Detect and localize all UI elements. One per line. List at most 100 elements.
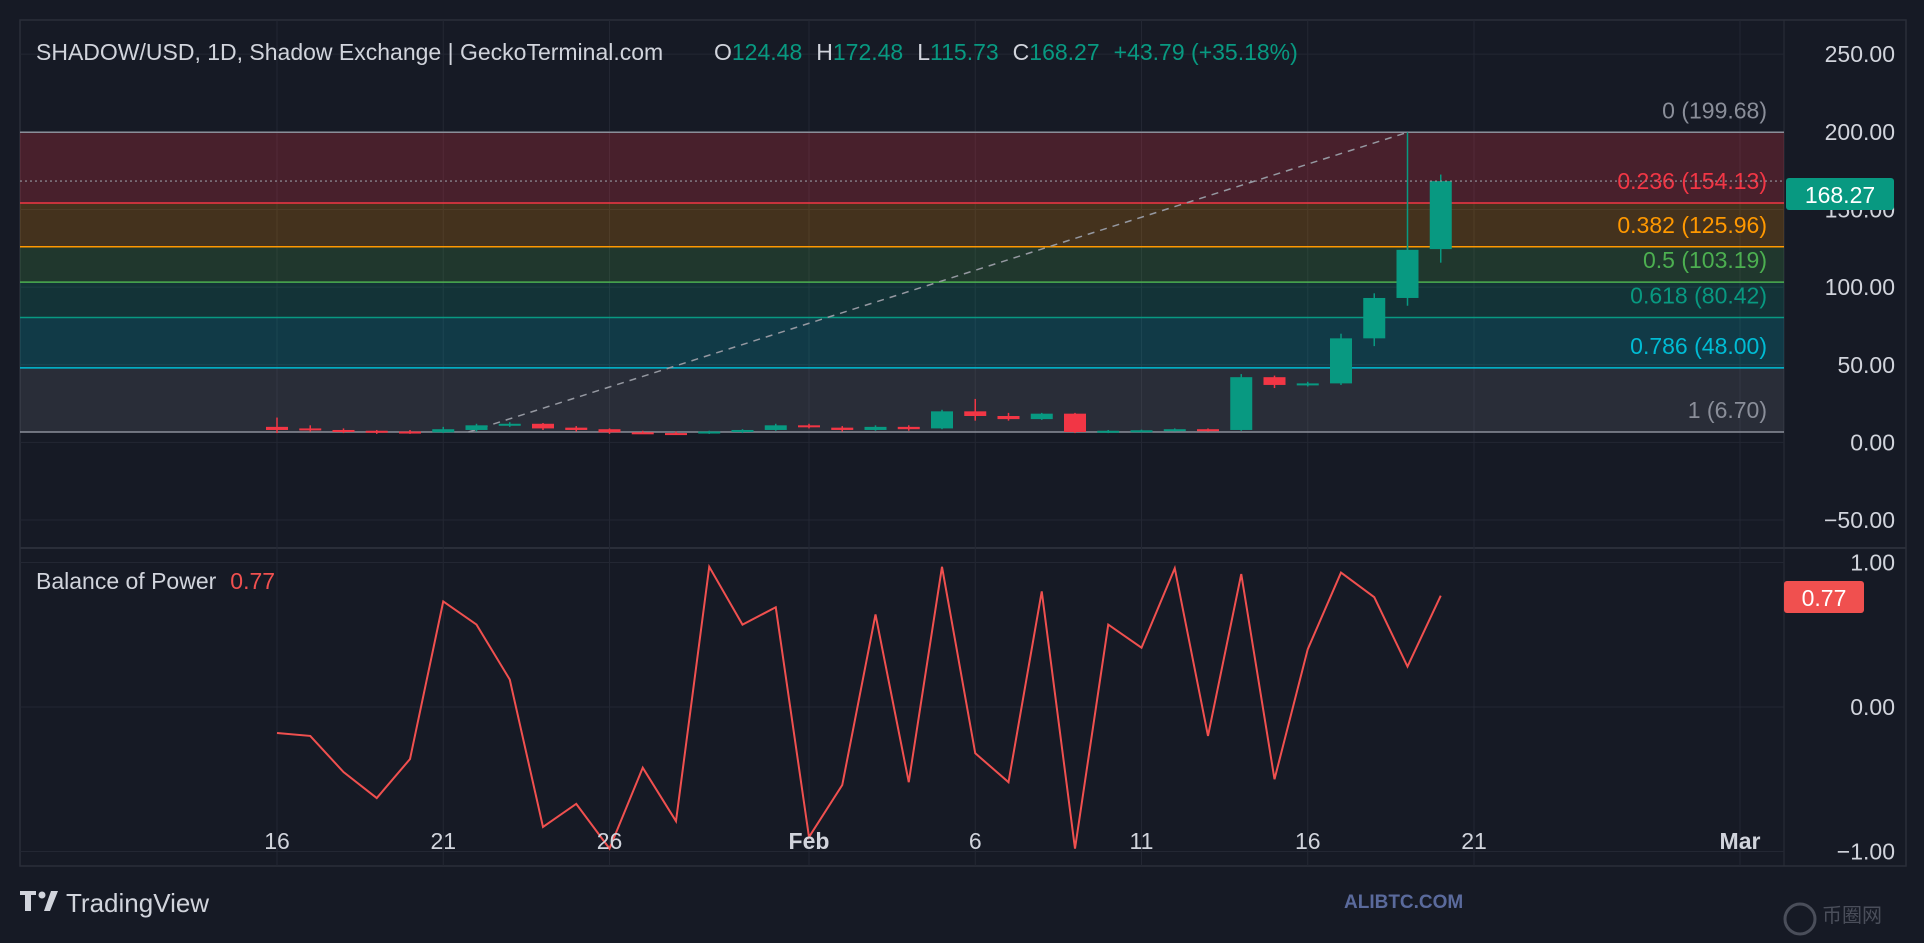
- indicator-legend[interactable]: Balance of Power 0.77: [36, 568, 275, 594]
- candle: [864, 425, 887, 431]
- candle: [665, 431, 687, 436]
- bop-line: [276, 563, 1442, 851]
- candle-body: [931, 411, 953, 429]
- candle: [1197, 428, 1219, 432]
- price-tick-label: 0.00: [1850, 429, 1895, 455]
- high-label: H: [816, 39, 833, 65]
- candle: [931, 409, 953, 430]
- candle-body: [532, 423, 554, 429]
- candle-body: [1197, 429, 1219, 432]
- price-tick-label: 200.00: [1825, 119, 1895, 145]
- candle: [1363, 293, 1386, 347]
- fib-trend-line: [468, 131, 1408, 433]
- fib-level-label: 0.618 (80.42): [1630, 283, 1767, 309]
- candle: [365, 429, 388, 434]
- time-axis[interactable]: 16 21 26 Feb 6 11 16 21 Mar: [264, 828, 1760, 854]
- candle-body: [1330, 338, 1352, 384]
- candle-body: [665, 433, 687, 436]
- bop-axis[interactable]: 1.00 0.00 −1.00: [1837, 549, 1895, 864]
- candle: [332, 428, 355, 434]
- candle: [1163, 428, 1186, 432]
- candle-body: [1064, 413, 1086, 432]
- candle-body: [731, 429, 754, 432]
- candle: [1296, 381, 1319, 387]
- candle: [1030, 412, 1053, 420]
- fibonacci-retracement[interactable]: 0 (199.68) 0.236 (154.13) 0.382 (125.96) 0.…: [20, 97, 1784, 433]
- fib-level-label: 0.786 (48.00): [1630, 333, 1767, 359]
- fib-level-label: 1 (6.70): [1688, 397, 1767, 423]
- candle-body: [831, 427, 854, 430]
- candle-body: [698, 431, 721, 434]
- candle-body: [432, 429, 455, 433]
- candle-body: [764, 425, 787, 430]
- candle: [964, 398, 987, 421]
- candle-body: [1030, 413, 1053, 420]
- candle: [764, 423, 787, 431]
- candle: [1230, 374, 1253, 431]
- fib-trend-line-path: [468, 131, 1408, 433]
- symbol-title: SHADOW/USD, 1D, Shadow Exchange | GeckoT…: [36, 39, 663, 65]
- fib-level-label: 0.5 (103.19): [1643, 247, 1767, 273]
- fib-band: [20, 203, 1784, 247]
- high-value: 172.48: [833, 39, 903, 65]
- candle: [798, 423, 820, 429]
- chart-frame: [19, 19, 1907, 867]
- bop-value-badge: 0.77: [1784, 581, 1864, 613]
- watermark-logo-icon: [1783, 902, 1817, 936]
- candle: [598, 428, 621, 434]
- price-tick-label: 250.00: [1825, 41, 1895, 67]
- candle: [1330, 333, 1352, 385]
- last-price-badge: 168.27: [1786, 178, 1894, 210]
- candle: [831, 426, 854, 432]
- tradingview-logo-icon[interactable]: [20, 891, 58, 911]
- time-tick-label: 21: [1461, 828, 1487, 854]
- brand-name[interactable]: TradingView: [66, 888, 209, 918]
- candle: [498, 422, 521, 427]
- candle-body: [365, 430, 388, 433]
- fib-band: [20, 132, 1784, 204]
- candle: [1263, 375, 1286, 389]
- close-value: 168.27: [1029, 39, 1099, 65]
- candle: [565, 426, 588, 432]
- candle: [997, 412, 1020, 421]
- candle-body: [565, 427, 588, 430]
- svg-text:0.77: 0.77: [1802, 585, 1847, 611]
- candle-body: [498, 423, 521, 426]
- candle-body: [399, 431, 421, 434]
- candle: [1064, 412, 1086, 434]
- svg-text:168.27: 168.27: [1805, 182, 1875, 208]
- candle-body: [598, 429, 621, 433]
- candle-body: [332, 429, 355, 432]
- ohlc-legend: O124.48 H172.48 L115.73 C168.27 +43.79 (+35.…: [714, 39, 1298, 65]
- candle-body: [897, 426, 920, 430]
- candle-body: [1429, 181, 1452, 250]
- candle-body: [1163, 429, 1186, 432]
- open-label: O: [714, 39, 732, 65]
- candle-body: [1130, 430, 1153, 433]
- candle-body: [1263, 377, 1286, 385]
- candle-body: [465, 425, 488, 430]
- candle: [731, 429, 754, 434]
- close-label: C: [1013, 39, 1030, 65]
- candlestick-series[interactable]: [266, 132, 1452, 436]
- candle-body: [266, 426, 288, 430]
- candle-body: [798, 425, 820, 428]
- watermark-text: ALIBTC.COM: [1344, 892, 1463, 913]
- open-value: 124.48: [732, 39, 802, 65]
- price-tick-label: 100.00: [1825, 274, 1895, 300]
- balance-of-power-series[interactable]: [276, 563, 1442, 851]
- candle: [465, 423, 488, 432]
- time-tick-label: 16: [1295, 828, 1321, 854]
- candle-body: [964, 411, 987, 416]
- bop-tick-label: 0.00: [1850, 694, 1895, 720]
- low-value: 115.73: [930, 39, 999, 65]
- time-tick-label: 16: [264, 828, 290, 854]
- price-tick-label: 50.00: [1837, 352, 1895, 378]
- bop-tick-label: −1.00: [1837, 839, 1895, 865]
- candle-body: [864, 426, 887, 430]
- candle: [1396, 246, 1419, 306]
- candle: [532, 422, 554, 430]
- candle-body: [1230, 377, 1253, 430]
